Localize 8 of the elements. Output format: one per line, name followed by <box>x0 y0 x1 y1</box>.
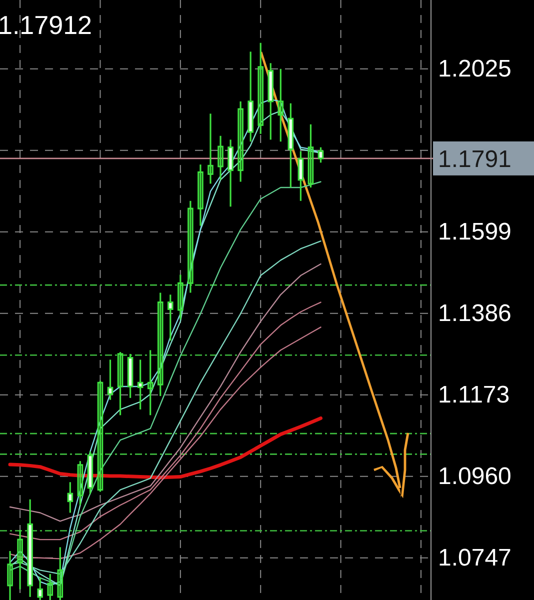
y-tick-label: 1.1173 <box>438 382 510 409</box>
y-tick-label: 1.2025 <box>438 56 512 83</box>
ref-line-label: 1.1791 <box>438 146 512 174</box>
y-tick-label: 1.0960 <box>438 463 512 490</box>
annotation: 1.17912 <box>0 10 92 40</box>
y-tick-label: 1.1599 <box>438 218 512 246</box>
y-tick-label: 1.1386 <box>438 300 512 328</box>
y-tick-label: 1.0747 <box>438 544 512 572</box>
